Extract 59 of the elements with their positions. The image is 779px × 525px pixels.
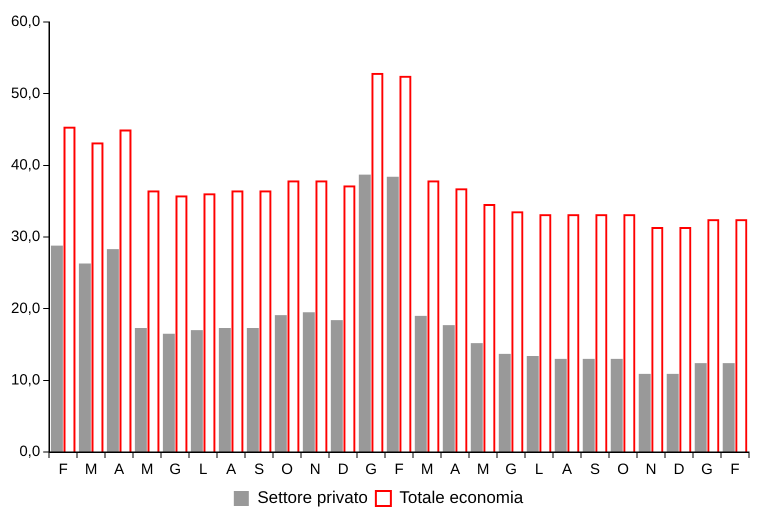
bar bbox=[330, 320, 343, 452]
y-tick-label: 10,0 bbox=[10, 371, 40, 388]
x-tick-label: L bbox=[198, 461, 208, 478]
x-tick-label: F bbox=[394, 461, 404, 478]
x-tick-label: M bbox=[84, 461, 98, 478]
bar bbox=[722, 363, 735, 452]
x-tick-label: G bbox=[701, 461, 713, 478]
bar bbox=[78, 264, 91, 452]
y-tick-label: 40,0 bbox=[10, 156, 40, 174]
bar bbox=[638, 374, 651, 452]
bar bbox=[50, 246, 63, 452]
x-tick-label: S bbox=[590, 461, 600, 478]
x-tick-label: O bbox=[281, 461, 293, 478]
bar bbox=[666, 374, 679, 452]
bar bbox=[218, 328, 231, 452]
x-tick-label: G bbox=[169, 461, 181, 478]
x-tick-label: N bbox=[646, 461, 656, 478]
x-tick-label: M bbox=[476, 461, 490, 478]
bar bbox=[554, 358, 567, 452]
bar bbox=[526, 356, 539, 452]
x-tick-label: D bbox=[674, 461, 685, 478]
bar bbox=[302, 312, 315, 452]
bar bbox=[274, 315, 287, 452]
x-tick-label: G bbox=[505, 461, 517, 478]
x-tick-label: L bbox=[534, 461, 544, 478]
y-tick-label: 0,0 bbox=[19, 443, 40, 460]
legend-label: Totale economia bbox=[399, 488, 524, 508]
bar bbox=[190, 330, 203, 452]
y-tick-label: 30,0 bbox=[10, 228, 40, 246]
x-tick-label: D bbox=[338, 461, 349, 478]
x-tick-label: A bbox=[450, 461, 460, 478]
bar bbox=[106, 249, 119, 452]
y-tick-label: 60,0 bbox=[10, 13, 40, 30]
bar bbox=[470, 343, 483, 452]
bar bbox=[442, 325, 455, 452]
x-tick-label: F bbox=[58, 461, 68, 478]
bar bbox=[358, 174, 371, 452]
bar bbox=[498, 354, 511, 452]
bar bbox=[386, 176, 399, 452]
bar bbox=[246, 328, 259, 452]
x-tick-label: A bbox=[226, 461, 236, 478]
bar bbox=[610, 358, 623, 452]
y-tick-label: 20,0 bbox=[10, 300, 40, 317]
x-tick-label: A bbox=[562, 461, 572, 478]
x-tick-label: M bbox=[140, 461, 154, 478]
bar bbox=[414, 316, 427, 452]
x-tick-label: O bbox=[617, 461, 629, 478]
x-tick-label: A bbox=[114, 461, 124, 478]
x-tick-label: S bbox=[254, 461, 264, 478]
x-tick-label: G bbox=[365, 461, 377, 478]
legend-label: Settore privato bbox=[257, 488, 368, 508]
bar bbox=[162, 334, 175, 452]
bar bbox=[582, 358, 595, 452]
y-tick-label: 50,0 bbox=[10, 84, 40, 102]
x-tick-label: F bbox=[730, 461, 740, 478]
x-tick-label: M bbox=[420, 461, 434, 478]
bar bbox=[694, 363, 707, 452]
x-tick-label: N bbox=[310, 461, 321, 478]
bar bbox=[134, 328, 147, 452]
